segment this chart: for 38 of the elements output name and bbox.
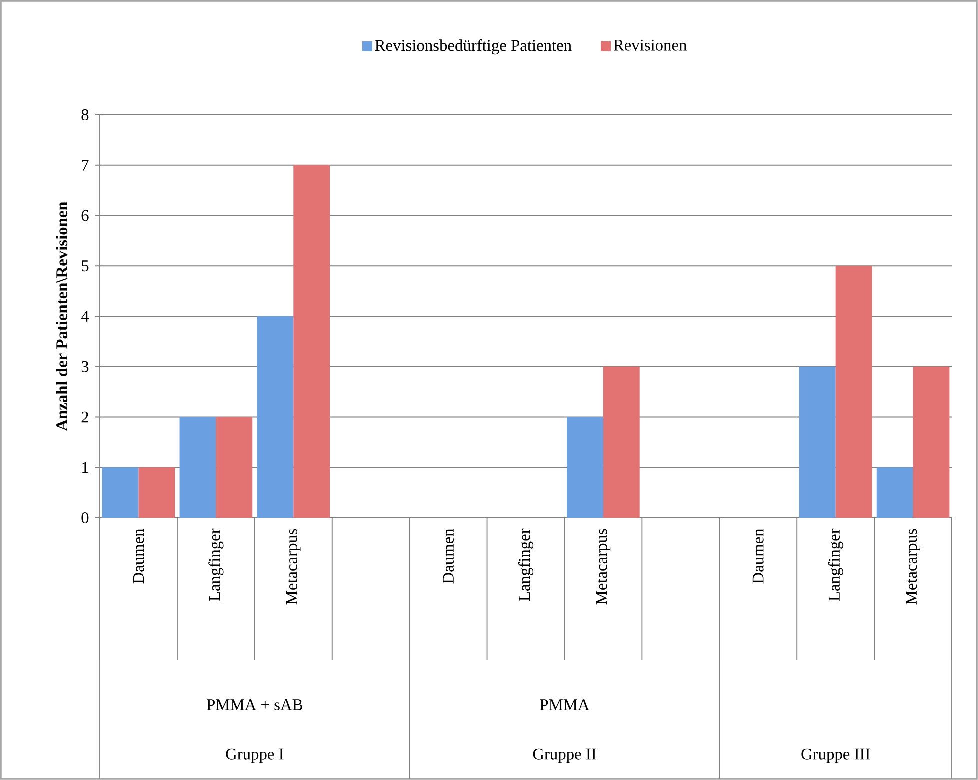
bar	[603, 366, 640, 518]
x-tick-label: Daumen	[133, 528, 144, 584]
y-tick-label: 1	[82, 462, 88, 474]
y-tick-label: 5	[82, 260, 89, 272]
x-tick-label: Langfinger	[208, 528, 224, 602]
bar	[102, 468, 139, 518]
bar	[876, 468, 914, 518]
bar	[138, 468, 176, 518]
y-tick-label: 8	[82, 109, 89, 121]
y-tick-label: 4	[81, 311, 90, 322]
text: Gruppe III	[802, 748, 870, 764]
x-tick-label: Daumen	[752, 528, 764, 584]
text: Gruppe II	[533, 748, 596, 764]
bar	[180, 417, 216, 518]
legend-label: Revisionsbedürftige Patienten	[375, 39, 572, 55]
x-tick-label: Daumen	[443, 528, 454, 584]
bar	[913, 366, 950, 518]
bar	[836, 266, 872, 518]
y-tick-label: 3	[82, 361, 89, 372]
bar	[294, 165, 330, 518]
bar	[216, 417, 253, 518]
y-tick-label: 0	[82, 512, 89, 524]
bar	[567, 417, 604, 518]
x-tick-label: Metacarpus	[286, 529, 301, 605]
text: Gruppe I	[226, 748, 284, 764]
text: PMMA + sAB	[207, 699, 302, 710]
bar	[257, 316, 294, 518]
x-tick-label: Metacarpus	[906, 529, 920, 605]
x-tick-label: Langfinger	[828, 528, 844, 602]
y-tick-label: 7	[82, 160, 89, 171]
bar	[799, 366, 836, 518]
legend-label: Revisionen	[614, 40, 687, 51]
y-tick-label: 2	[82, 412, 88, 423]
y-axis-title: Anzahl der Patienten\Revisionen	[56, 202, 68, 432]
text: PMMA	[540, 700, 590, 710]
x-tick-label: Langfinger	[518, 528, 534, 602]
x-tick-label: Metacarpus	[596, 529, 611, 605]
y-tick-label: 6	[82, 210, 89, 222]
